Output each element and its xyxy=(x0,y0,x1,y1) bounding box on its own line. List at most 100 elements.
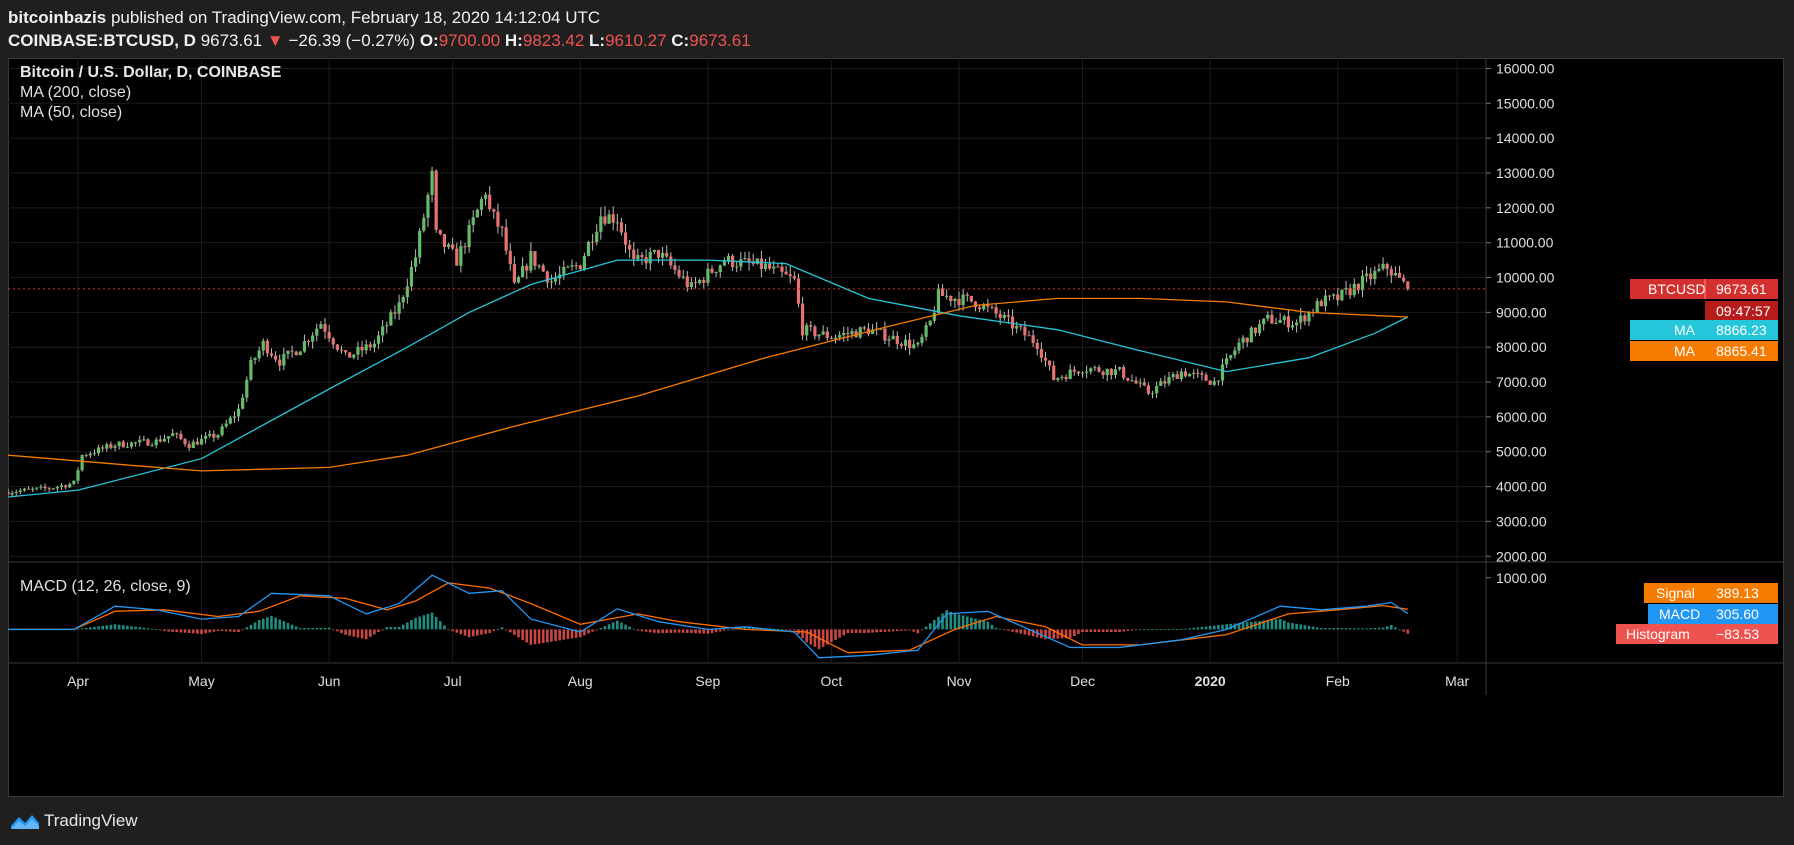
candle-body xyxy=(586,241,591,256)
candle-body xyxy=(1233,350,1237,356)
price-chart[interactable]: 2000.00 3000.00 4000.00 5000.00 6000.00 7000.… xyxy=(8,58,1784,797)
close-label: C: xyxy=(671,31,690,50)
histogram-bar xyxy=(1093,629,1097,632)
histogram-bar xyxy=(702,629,706,634)
candle-body xyxy=(1299,315,1303,323)
histogram-bar xyxy=(1406,629,1410,634)
candle-body xyxy=(924,325,928,337)
candle-body xyxy=(92,453,97,455)
candle-body xyxy=(574,265,578,267)
histogram-bar xyxy=(1151,629,1154,631)
histogram-bar xyxy=(373,629,376,635)
candle-body xyxy=(1080,372,1085,374)
chart-legend: Bitcoin / U.S. Dollar, D, COINBASE MA (2… xyxy=(20,64,282,595)
histogram-bar xyxy=(1077,629,1080,635)
histogram-bar xyxy=(286,622,290,630)
author-name[interactable]: bitcoinbazis xyxy=(8,8,107,27)
tradingview-logo-icon[interactable] xyxy=(10,811,40,831)
candle-body xyxy=(117,441,121,446)
chart-frame[interactable] xyxy=(8,58,1784,797)
candle-body xyxy=(1369,273,1373,280)
histogram-bar xyxy=(315,627,319,630)
candle-body xyxy=(496,211,500,227)
histogram-bar xyxy=(628,626,631,630)
histogram-bar xyxy=(204,629,207,634)
histogram-bar xyxy=(620,622,623,630)
histogram-bar xyxy=(669,629,673,633)
histogram-bar xyxy=(990,624,994,630)
candle-body xyxy=(1035,342,1039,349)
price-tick-label: 11000.00 xyxy=(1496,235,1554,251)
candle-body xyxy=(315,328,319,336)
histogram-bar xyxy=(344,629,347,635)
histogram-bar xyxy=(570,629,574,639)
candle-body xyxy=(1126,377,1130,381)
histogram-bar xyxy=(496,629,500,631)
histogram-bar xyxy=(784,629,788,631)
histogram-bar xyxy=(723,629,726,631)
candle-body xyxy=(372,343,377,348)
histogram-bar xyxy=(846,629,850,634)
histogram-bar xyxy=(1167,629,1171,631)
price-tick-label: 6000.00 xyxy=(1496,409,1547,425)
candle-body xyxy=(615,222,619,224)
price-tick-label: 10000.00 xyxy=(1496,270,1555,286)
histogram-bar xyxy=(117,624,121,630)
published-info: published on TradingView.com, February 1… xyxy=(110,8,601,27)
candle-body xyxy=(1043,357,1048,361)
histogram-bar xyxy=(665,629,669,634)
histogram-bar xyxy=(249,624,253,630)
macd-badge-label: MACD xyxy=(1659,606,1700,622)
price-change: −26.39 (−0.27%) xyxy=(288,31,416,50)
histogram-bar xyxy=(1040,629,1043,639)
candle-body xyxy=(628,244,632,250)
histogram-bar xyxy=(278,619,282,630)
candle-body xyxy=(109,444,113,448)
candle-body xyxy=(1068,369,1072,379)
histogram-bar xyxy=(340,629,343,634)
candle-body xyxy=(998,313,1002,318)
histogram-bar xyxy=(793,629,796,631)
candle-body xyxy=(397,302,401,314)
histogram-bar xyxy=(1365,628,1368,630)
tradingview-brand[interactable]: TradingView xyxy=(44,811,138,830)
candle-body xyxy=(1352,283,1356,296)
histogram-bar xyxy=(1105,629,1109,632)
histogram-bar xyxy=(1180,629,1183,630)
histogram-bar xyxy=(447,629,450,631)
histogram-bar xyxy=(438,621,442,630)
candle-body xyxy=(426,194,430,218)
candle-body xyxy=(129,442,134,447)
candle-body xyxy=(265,340,269,354)
candle-body xyxy=(1332,294,1336,296)
legend-title: Bitcoin / U.S. Dollar, D, COINBASE xyxy=(20,64,282,81)
candle-body xyxy=(269,353,274,356)
histogram-bar xyxy=(772,628,776,630)
histogram-bar xyxy=(525,629,529,643)
candle-body xyxy=(84,455,88,457)
histogram-bar xyxy=(842,629,846,636)
candle-body xyxy=(973,301,978,308)
candle-body xyxy=(463,246,467,248)
candle-body xyxy=(327,331,331,339)
candle-body xyxy=(1208,380,1212,385)
histogram-bar xyxy=(912,629,916,632)
candle-body xyxy=(1406,281,1410,289)
candle-body xyxy=(220,426,224,436)
candle-body xyxy=(755,258,759,264)
candle-body xyxy=(451,244,455,249)
price-badge-label: BTCUSD xyxy=(1648,281,1706,297)
histogram-bar xyxy=(718,629,722,632)
candle-body xyxy=(718,265,722,273)
candle-body xyxy=(953,298,957,302)
histogram-bar xyxy=(1204,626,1208,630)
symbol-label[interactable]: COINBASE:BTCUSD, D xyxy=(8,31,196,50)
candle-body xyxy=(55,486,60,489)
candle-body xyxy=(1002,314,1006,318)
candle-body xyxy=(821,331,825,335)
ma200-badge-value: 8865.41 xyxy=(1716,343,1767,359)
histogram-bar xyxy=(599,627,603,630)
candle-body xyxy=(224,423,228,427)
histogram-bar xyxy=(591,629,594,632)
candle-body xyxy=(1076,371,1081,374)
